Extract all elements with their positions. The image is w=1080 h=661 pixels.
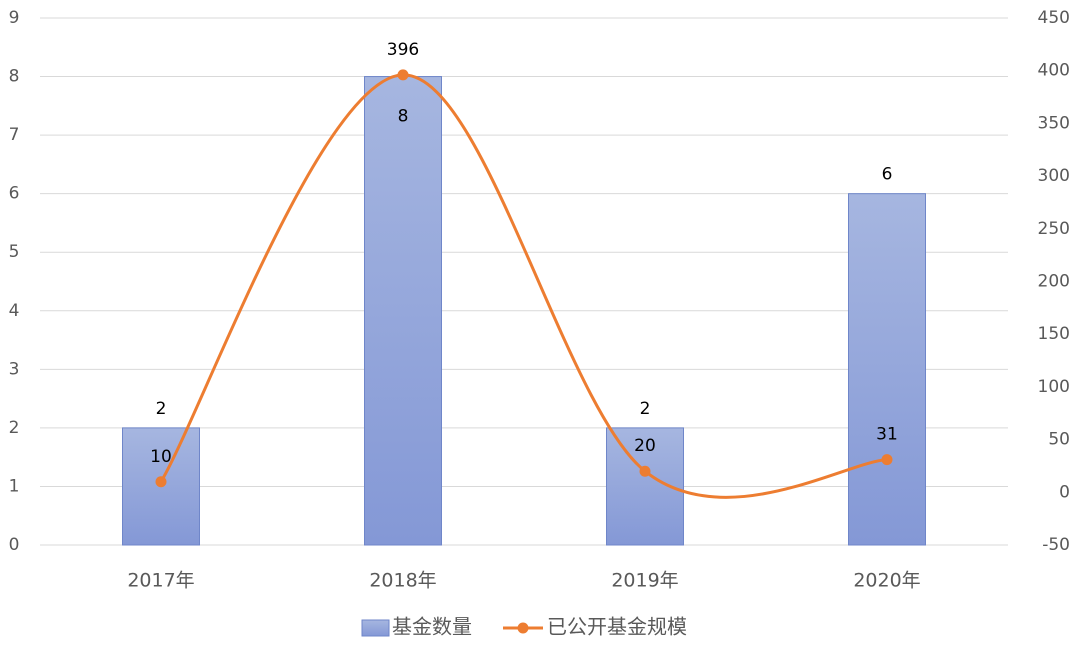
right-tick-label: 150 [1038, 324, 1070, 344]
x-tick-label: 2020年 [853, 570, 920, 592]
left-tick-label: 7 [9, 125, 20, 145]
left-tick-label: 0 [9, 535, 20, 555]
bar [365, 77, 442, 545]
line-value-label: 31 [876, 425, 898, 445]
right-tick-label: 0 [1059, 482, 1070, 502]
data-labels: 2 8 2 6 10 396 20 31 [150, 40, 898, 467]
line-point [640, 466, 651, 477]
legend: 基金数量 已公开基金规模 [362, 615, 687, 639]
right-tick-label: 450 [1038, 8, 1070, 28]
line-point [882, 454, 893, 465]
left-axis-ticks: 0 1 2 3 4 5 6 7 8 9 [9, 8, 20, 555]
legend-label-bar: 基金数量 [392, 615, 472, 639]
series-line [161, 75, 887, 497]
left-tick-label: 8 [9, 67, 20, 87]
left-tick-label: 4 [9, 301, 20, 321]
left-tick-label: 1 [9, 476, 20, 496]
bar [849, 194, 926, 545]
line-point [156, 476, 167, 487]
right-tick-label: 50 [1048, 430, 1070, 450]
right-tick-label: 400 [1038, 61, 1070, 81]
bar-value-label: 2 [156, 399, 167, 419]
bar-value-label: 8 [398, 107, 409, 127]
legend-bar-swatch [362, 620, 389, 636]
right-axis-ticks: -50 0 50 100 150 200 250 300 350 400 450 [1038, 8, 1070, 555]
legend-label-line: 已公开基金规模 [547, 615, 687, 639]
x-tick-label: 2018年 [369, 570, 436, 592]
right-tick-label: 200 [1038, 272, 1070, 292]
left-tick-label: 9 [9, 8, 20, 28]
legend-line-marker [518, 623, 529, 634]
line-value-label: 20 [634, 436, 656, 456]
line-value-label: 396 [387, 40, 419, 60]
x-tick-label: 2017年 [127, 570, 194, 592]
bar-value-label: 2 [640, 399, 651, 419]
x-tick-label: 2019年 [611, 570, 678, 592]
left-tick-label: 6 [9, 184, 20, 204]
bar-value-label: 6 [882, 165, 893, 185]
right-tick-label: 250 [1038, 219, 1070, 239]
left-tick-label: 3 [9, 359, 20, 379]
line-value-label: 10 [150, 447, 172, 467]
x-axis-ticks: 2017年 2018年 2019年 2020年 [127, 570, 920, 592]
line-series [156, 69, 893, 497]
right-tick-label: 100 [1038, 377, 1070, 397]
right-tick-label: 350 [1038, 113, 1070, 133]
right-tick-label: -50 [1042, 535, 1070, 555]
left-tick-label: 2 [9, 418, 20, 438]
line-point [398, 69, 409, 80]
right-tick-label: 300 [1038, 166, 1070, 186]
left-tick-label: 5 [9, 242, 20, 262]
